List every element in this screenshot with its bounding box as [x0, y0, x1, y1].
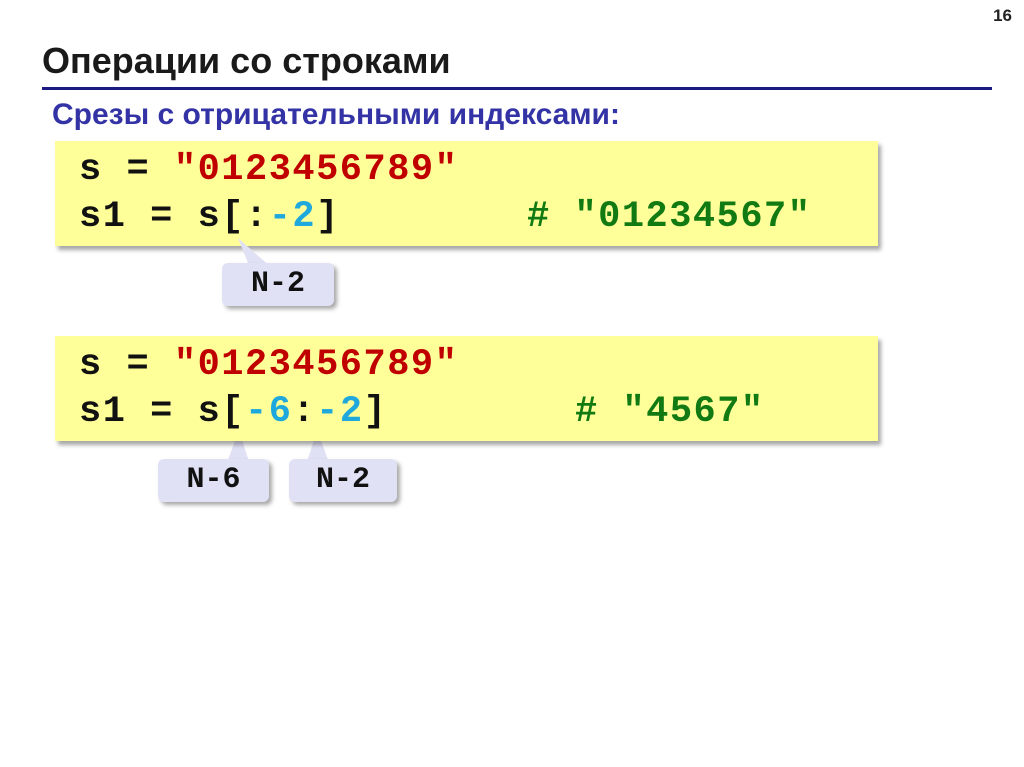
code-prefix: s[: [197, 391, 245, 433]
code-suffix: ]: [316, 196, 340, 238]
code-eq: =: [150, 391, 174, 433]
code-string: "0123456789": [173, 344, 459, 386]
code-line-1: s = "0123456789": [79, 149, 458, 191]
page-number: 16: [993, 6, 1012, 25]
code-index: -2: [268, 196, 317, 238]
code-eq: =: [126, 149, 151, 191]
slide-subtitle: Срезы с отрицательными индексами:: [52, 98, 620, 131]
code-sep: :: [292, 391, 317, 433]
callout-n-6: N-6: [158, 459, 269, 502]
callout-pointer: [238, 238, 272, 268]
code-comment: # "4567": [575, 391, 765, 433]
code-string: "0123456789": [173, 149, 459, 191]
code-line-2: s1 = s[-6:-2]: [79, 391, 387, 433]
code-var: s1: [79, 196, 127, 238]
code-block-2: s = "0123456789" s1 = s[-6:-2] # "4567": [55, 336, 878, 441]
code-var: s: [79, 344, 103, 386]
code-eq: =: [126, 344, 151, 386]
code-index-end: -2: [316, 391, 364, 433]
code-var: s1: [79, 391, 127, 433]
code-var: s: [79, 149, 103, 191]
code-line-2: s1 = s[:-2]: [79, 196, 340, 238]
slide-title: Операции со строками: [42, 40, 451, 81]
callout-n-2: N-2: [289, 459, 397, 502]
title-divider: [42, 87, 992, 90]
code-suffix: ]: [363, 391, 388, 433]
callout-pointer: [306, 430, 330, 465]
callout-n-2: N-2: [222, 263, 334, 306]
code-eq: =: [150, 196, 174, 238]
code-comment: # "01234567": [527, 196, 812, 238]
code-prefix: s[:: [197, 196, 269, 238]
code-index-start: -6: [245, 391, 293, 433]
callout-pointer: [226, 430, 250, 465]
code-line-1: s = "0123456789": [79, 344, 458, 386]
code-block-1: s = "0123456789" s1 = s[:-2] # "01234567…: [55, 141, 878, 246]
